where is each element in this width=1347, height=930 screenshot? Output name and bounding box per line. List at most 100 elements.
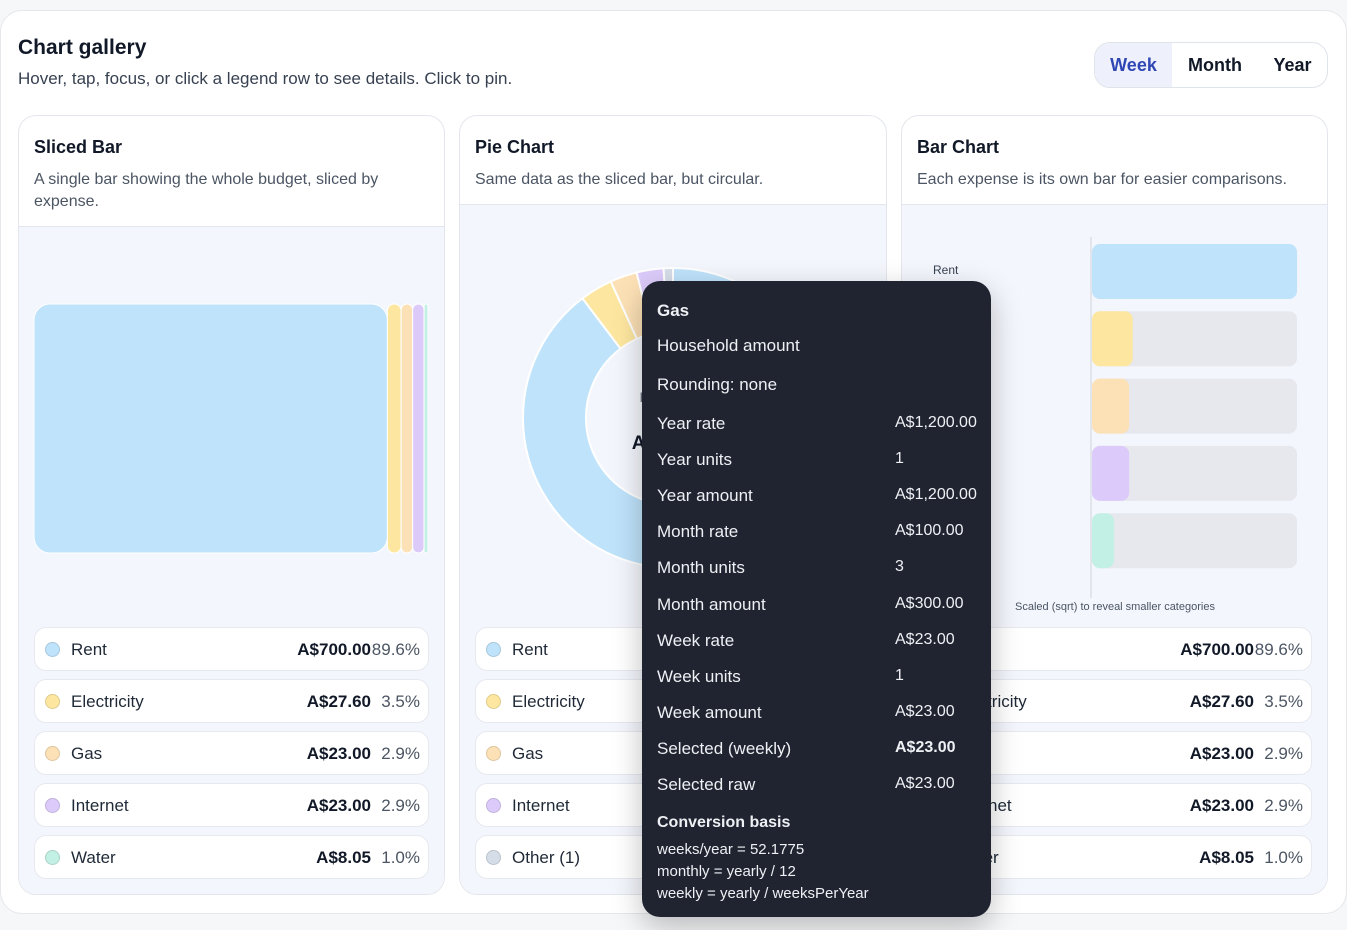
tooltip-row-value: 3 [895,558,904,576]
bar-slice [423,303,429,554]
bar-track [1092,513,1297,569]
tooltip-row-value: A$23.00 [895,738,956,756]
legend-share: 1.0% [1264,848,1303,867]
chart [33,303,429,554]
legend-share: 1.0% [381,848,420,867]
period-tabs: Week Month Year [1094,42,1328,88]
legend-dot [486,798,501,813]
bar-slice [400,303,414,554]
legend-amount: A$27.60 [1189,692,1254,711]
legend-share: 2.9% [1264,796,1303,815]
chart-area [19,226,444,894]
basis-line: weeks/year = 52.1775 [657,841,805,858]
legend-share: 2.9% [381,796,420,815]
legend-amount: A$23.00 [306,744,371,763]
legend-amount: A$8.05 [1199,848,1254,867]
legend-row[interactable]: Electricity A$27.60 3.5% [34,679,429,723]
bar-slice [412,303,425,554]
chart-card: Sliced Bar A single bar showing the whole… [18,115,445,895]
period-tab[interactable]: Week [1095,43,1172,87]
tooltip-row-value: 1 [895,450,904,468]
card-description: Same data as the sliced bar, but circula… [475,171,764,188]
tooltip-row-value: A$23.00 [895,775,955,792]
tooltip-row-label: Year units [657,450,732,470]
bar-track [1092,445,1297,501]
bar-slice [386,303,402,554]
bar [1092,378,1130,434]
legend-amount: A$27.60 [306,692,371,711]
legend-share: 2.9% [1264,744,1303,763]
tooltip-row-label: Week units [657,666,741,686]
legend-name: Internet [71,796,129,815]
legend-name: Electricity [71,692,144,711]
legend-name: Other (1) [512,848,581,867]
tooltip-row-label: Selected raw [657,775,756,794]
tooltip-row-label: Week amount [657,702,762,722]
bar [1092,445,1130,501]
tooltip-row-label: Week rate [657,630,735,650]
legend-dot [45,850,60,865]
tooltip-row-value: A$100.00 [895,522,964,540]
card-description: A single bar showing the whole budget, s… [34,171,379,210]
tooltip-row-value: A$1,200.00 [895,486,977,504]
legend-amount: A$700.00 [297,640,371,659]
legend-name: Internet [512,796,570,815]
tooltip-row-value: A$23.00 [895,630,955,648]
tooltip-row-label: Selected (weekly) [657,738,792,758]
page-subtitle: Hover, tap, focus, or click a legend row… [18,69,513,88]
legend-name: Water [71,848,116,867]
legend-share: 3.5% [381,692,420,711]
basis-line: weekly = yearly / weeksPerYear [657,885,869,902]
tooltip-row-label: Month units [657,558,745,578]
legend-row[interactable]: Gas A$23.00 2.9% [34,731,429,775]
legend-dot [45,746,60,761]
legend-amount: A$23.00 [1189,796,1254,815]
page-title: Chart gallery [18,36,147,59]
legend-dot [45,642,60,657]
tooltip-row-label: Month amount [657,594,766,614]
legend-dot [45,798,60,813]
legend-dot [486,694,501,709]
tooltip-subtitle: Household amount [657,336,800,355]
bar-label: Rent [933,263,959,277]
bar-track [1092,378,1297,434]
tooltip-row-label: Month rate [657,522,739,542]
card-title: Pie Chart [475,137,555,157]
period-tab[interactable]: Month [1188,55,1242,75]
basis-title: Conversion basis [657,814,791,831]
tooltip-row-value: 1 [895,666,904,684]
tooltip-row-value: A$1,200.00 [895,414,977,431]
legend-amount: A$23.00 [1189,744,1254,763]
tooltip-row-value: A$300.00 [895,594,964,612]
legend-dot [486,850,501,865]
card-description: Each expense is its own bar for easier c… [917,171,1287,188]
scale-note: Scaled (sqrt) to reveal smaller categori… [1015,601,1215,613]
legend-dot [45,694,60,709]
tooltip-row-value: A$23.00 [895,702,955,720]
legend-dot [486,642,501,657]
period-tab[interactable]: Year [1273,55,1312,75]
legend-row[interactable]: Internet A$23.00 2.9% [34,783,429,827]
tooltip: Gas Household amount Rounding: none Year ra… [642,281,991,917]
basis-line: monthly = yearly / 12 [657,863,796,880]
legend-name: Gas [512,744,544,763]
bar [1092,311,1133,367]
legend-amount: A$23.00 [306,796,371,815]
legend-row[interactable]: Water A$8.05 1.0% [34,835,429,879]
legend-name: Rent [512,640,548,659]
tooltip-title: Gas [657,301,690,320]
tooltip-row-label: Year amount [657,486,753,506]
card-title: Bar Chart [917,137,1000,157]
tooltip-rounding: Rounding: none [657,375,778,394]
bar [1092,244,1297,299]
legend-share: 89.6% [1254,640,1303,659]
legend-amount: A$8.05 [316,848,371,867]
legend-name: Rent [71,640,107,659]
bar-slice [33,303,388,554]
bar-track [1092,311,1297,367]
legend-share: 2.9% [381,744,420,763]
tooltip-row-label: Year rate [657,414,726,433]
bar [1092,513,1114,569]
